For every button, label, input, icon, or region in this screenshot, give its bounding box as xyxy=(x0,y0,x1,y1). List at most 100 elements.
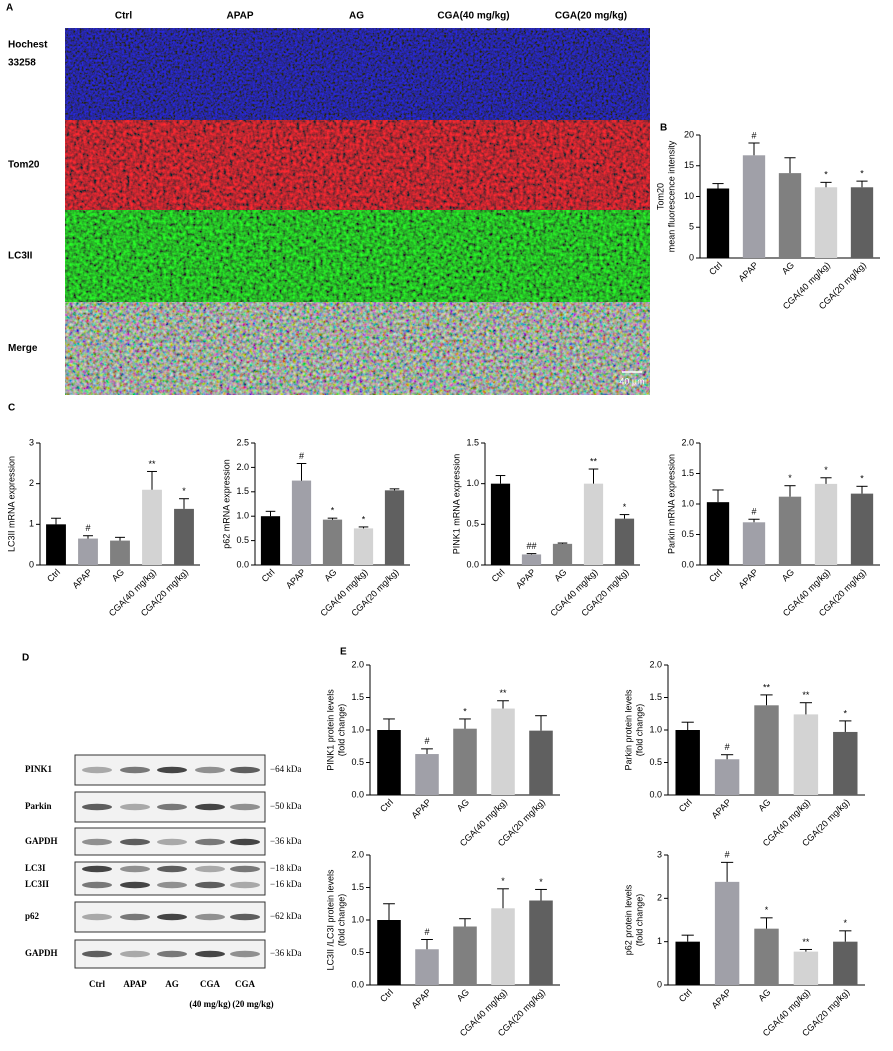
micrograph xyxy=(297,27,416,121)
column-label: CGA(40 mg/kg) xyxy=(437,11,509,22)
protein-label: LC3I xyxy=(25,863,46,873)
bar xyxy=(850,187,874,258)
blot-band xyxy=(230,881,260,889)
protein-label: LC3II xyxy=(25,879,50,889)
lane-label: (20 mg/kg) xyxy=(232,999,273,1009)
micrograph xyxy=(531,27,651,121)
row-label: Merge xyxy=(8,343,38,354)
y-tick-label: 1 xyxy=(657,936,662,946)
size-label: −50 kDa xyxy=(270,801,301,811)
y-tick-label: 0.0 xyxy=(681,559,694,569)
x-tick-label: Ctrl xyxy=(378,797,395,814)
bar xyxy=(491,908,515,985)
y-tick-label: 2.0 xyxy=(236,462,249,472)
blot-band xyxy=(195,950,225,958)
bar xyxy=(260,516,281,565)
blot-band xyxy=(195,881,225,889)
bar xyxy=(778,173,802,258)
y-axis-label: (fold change) xyxy=(336,894,346,947)
y-tick-label: 1.0 xyxy=(236,511,249,521)
y-axis-label: (fold change) xyxy=(634,894,644,947)
blot-band xyxy=(157,803,187,811)
y-tick-label: 1.5 xyxy=(681,468,694,478)
panel-label: E xyxy=(340,647,347,658)
micrograph xyxy=(531,209,651,303)
x-tick-label: Ctrl xyxy=(707,260,724,277)
significance-mark: # xyxy=(751,507,756,517)
blot-band xyxy=(82,950,112,958)
y-tick-label: 1.5 xyxy=(649,692,662,702)
blot-band xyxy=(230,766,260,774)
blot-band xyxy=(157,838,187,846)
significance-mark: # xyxy=(725,850,730,860)
blot-band xyxy=(230,913,260,921)
column-label: CGA(20 mg/kg) xyxy=(555,11,627,22)
bar xyxy=(377,730,401,795)
y-axis-label: LC3II mRNA expression xyxy=(6,456,16,552)
bar xyxy=(291,480,312,565)
y-tick-label: 0.0 xyxy=(466,559,479,569)
y-tick-label: 1.0 xyxy=(466,478,479,488)
blot-band xyxy=(195,865,225,873)
y-tick-label: 0.5 xyxy=(466,519,479,529)
x-tick-label: Ctrl xyxy=(677,987,694,1004)
micrograph xyxy=(414,119,533,211)
lane-label: APAP xyxy=(123,979,147,989)
blot-band xyxy=(195,838,225,846)
significance-mark: ** xyxy=(763,682,771,692)
x-tick-label: AG xyxy=(552,567,568,583)
blot-band xyxy=(82,838,112,846)
significance-mark: * xyxy=(824,170,828,180)
micrograph xyxy=(64,209,183,303)
bar xyxy=(384,490,405,565)
micrograph xyxy=(531,301,651,396)
bar xyxy=(850,493,874,565)
y-tick-label: 1.0 xyxy=(351,724,364,734)
y-axis-label: Parkin mRNA expression xyxy=(666,454,676,554)
y-axis-label: (fold change) xyxy=(336,704,346,757)
x-tick-label: Ctrl xyxy=(378,987,395,1004)
protein-label: p62 xyxy=(25,911,40,921)
x-tick-label: APAP xyxy=(737,260,761,284)
protein-label: Parkin xyxy=(25,801,52,811)
size-label: −18 kDa xyxy=(270,863,301,873)
x-tick-label: AG xyxy=(455,987,471,1003)
panel-label: A xyxy=(6,3,13,14)
y-tick-label: 2.0 xyxy=(649,659,662,669)
y-tick-label: 0.0 xyxy=(351,789,364,799)
x-tick-label: AG xyxy=(756,797,772,813)
bar xyxy=(78,538,98,565)
bar xyxy=(353,528,374,565)
x-tick-label: APAP xyxy=(71,567,95,591)
x-tick-label: Ctrl xyxy=(45,567,62,584)
bar xyxy=(142,489,162,565)
y-tick-label: 10 xyxy=(684,191,694,201)
x-tick-label: APAP xyxy=(710,797,734,821)
bar xyxy=(706,502,730,565)
bar xyxy=(742,522,766,565)
bar xyxy=(706,188,730,258)
row-label: Tom20 xyxy=(8,160,40,171)
bar xyxy=(614,518,635,565)
bar xyxy=(793,714,819,795)
x-tick-label: AG xyxy=(756,987,772,1003)
x-tick-label: AG xyxy=(110,567,126,583)
x-tick-label: AG xyxy=(780,260,796,276)
micrograph xyxy=(297,119,416,211)
y-tick-label: 1.0 xyxy=(681,498,694,508)
y-tick-label: 2 xyxy=(29,478,34,488)
x-tick-label: Ctrl xyxy=(707,567,724,584)
protein-label: GAPDH xyxy=(25,836,58,846)
y-tick-label: 1.0 xyxy=(351,914,364,924)
scale-label: 40 μm xyxy=(619,376,644,386)
y-tick-label: 3 xyxy=(657,849,662,859)
micrograph xyxy=(181,119,299,211)
y-axis-label: LC3II /LC3I protein levels xyxy=(325,869,335,971)
micrograph xyxy=(414,27,533,121)
blot-band xyxy=(82,881,112,889)
significance-mark: ** xyxy=(802,690,810,700)
bar xyxy=(529,900,553,985)
x-tick-label: Ctrl xyxy=(677,797,694,814)
protein-label: GAPDH xyxy=(25,948,58,958)
